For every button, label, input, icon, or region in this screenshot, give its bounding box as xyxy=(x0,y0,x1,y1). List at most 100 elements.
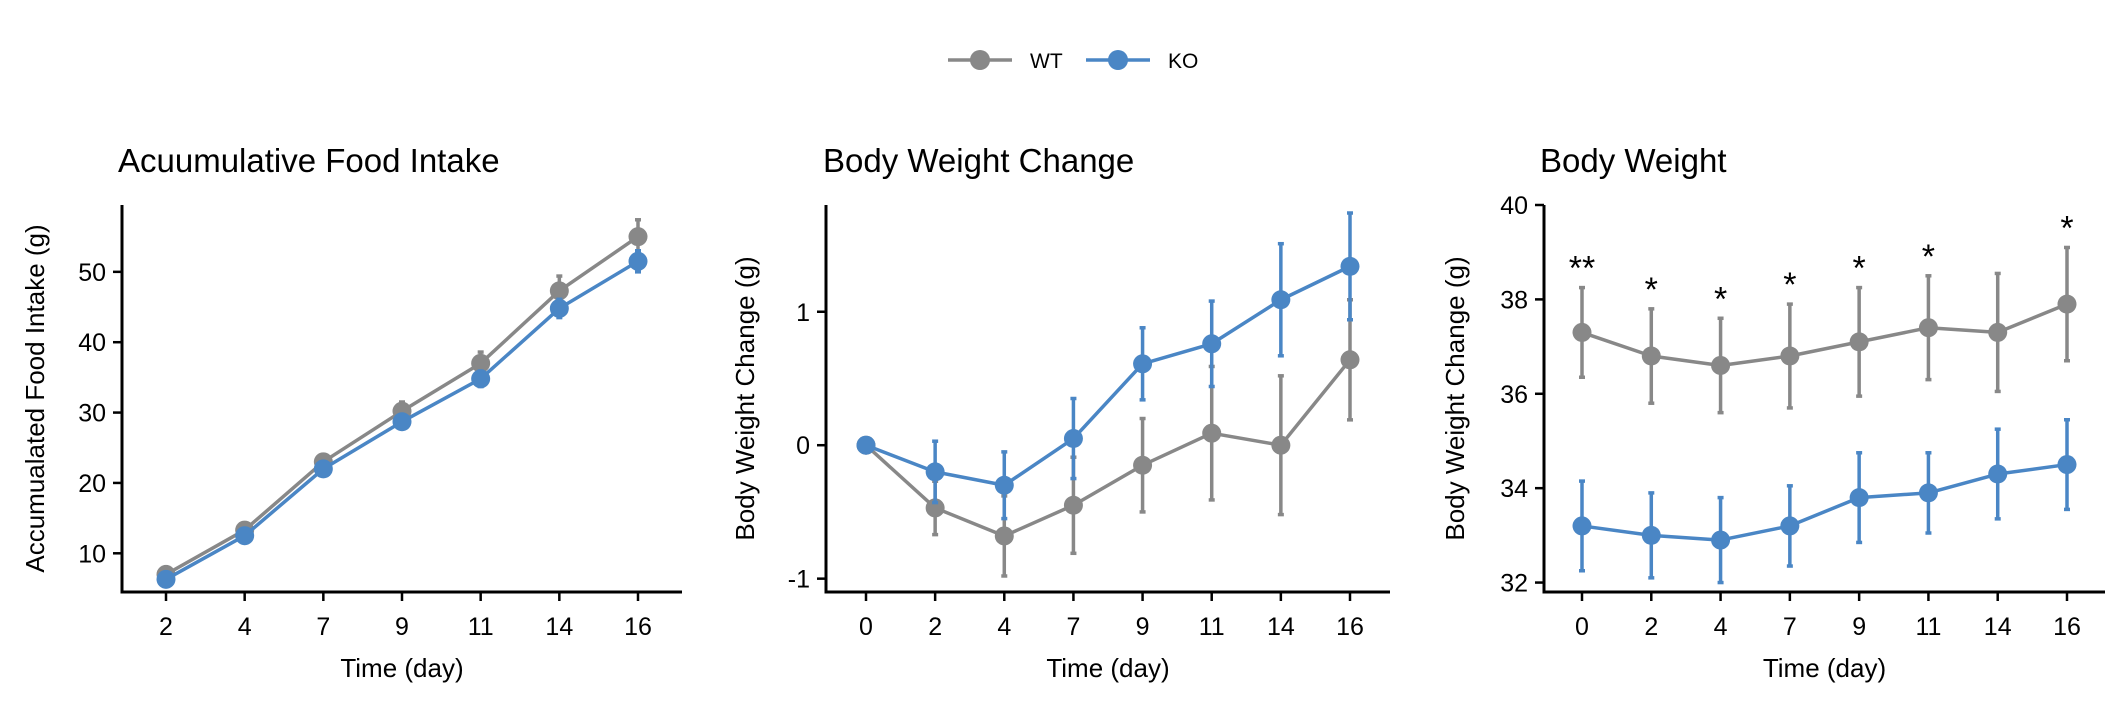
series-line xyxy=(1581,302,2068,368)
data-point xyxy=(1641,525,1661,545)
y-tick-label: 0 xyxy=(796,432,810,460)
data-point xyxy=(549,298,569,318)
x-tick-label: 9 xyxy=(1852,613,1866,641)
legend-entry-ko: KO xyxy=(1086,50,1198,73)
x-tick-label: 7 xyxy=(1783,613,1797,641)
y-tick-label: 20 xyxy=(78,470,106,498)
panel-3: Body Weight 32 34 36 38 40 0 2 4 7 9 11 14 16 Time (da… xyxy=(1440,142,2105,683)
series-ko xyxy=(1572,417,2077,585)
significance-label: * xyxy=(1783,266,1796,304)
x-tick-label: 0 xyxy=(859,613,873,641)
series-line xyxy=(1581,462,2068,542)
data-point xyxy=(1918,318,1938,338)
legend-marker xyxy=(1108,50,1128,70)
y-axis-title: Body Weight Change (g) xyxy=(730,256,760,540)
data-point xyxy=(628,227,648,247)
x-tick-label: 4 xyxy=(238,613,252,641)
significance-label: ** xyxy=(1569,250,1595,288)
data-point xyxy=(1849,488,1869,508)
x-tick-label: 2 xyxy=(1644,613,1658,641)
x-tick-label: 0 xyxy=(1575,613,1589,641)
y-tick-label: 30 xyxy=(78,400,106,428)
y-tick-label: 40 xyxy=(78,329,106,357)
y-tick-label: 50 xyxy=(78,259,106,287)
series-wt xyxy=(156,218,648,584)
data-point xyxy=(994,475,1014,495)
data-point xyxy=(1271,435,1291,455)
panel-1: Acuumulative Food Intake 10 20 30 40 50 2 4 7 9 11… xyxy=(20,142,682,683)
data-point xyxy=(1918,483,1938,503)
panel-title: Acuumulative Food Intake xyxy=(118,142,500,179)
y-tick-label: 38 xyxy=(1500,286,1528,314)
data-point xyxy=(392,412,412,432)
x-tick-label: 2 xyxy=(928,613,942,641)
x-tick-label: 11 xyxy=(1199,613,1225,641)
data-point xyxy=(313,459,333,479)
series-ko xyxy=(156,248,648,589)
data-point xyxy=(1063,429,1083,449)
data-point xyxy=(1988,322,2008,342)
x-tick-label: 4 xyxy=(997,613,1011,641)
significance-label: * xyxy=(1853,250,1866,288)
data-point xyxy=(1711,530,1731,550)
x-tick-label: 16 xyxy=(1336,613,1364,641)
y-tick-label: 34 xyxy=(1500,475,1528,503)
x-tick-label: 14 xyxy=(1984,613,2012,641)
x-tick-label: 11 xyxy=(468,613,494,641)
x-tick-label: 16 xyxy=(2053,613,2081,641)
y-tick-label: -1 xyxy=(788,566,810,594)
data-point xyxy=(925,498,945,518)
y-axis-title: Accumualated Food Intake (g) xyxy=(20,224,50,572)
data-point xyxy=(1340,350,1360,370)
data-point xyxy=(471,353,491,373)
panel-title: Body Weight xyxy=(1540,142,1727,179)
x-tick-label: 7 xyxy=(1066,613,1080,641)
data-point xyxy=(1271,290,1291,310)
panel-2: Body Weight Change -1 0 1 0 2 4 7 9 11 14 16 Time (d… xyxy=(730,142,1390,683)
data-point xyxy=(925,462,945,482)
series-line xyxy=(864,358,1352,538)
x-axis-title: Time (day) xyxy=(340,653,463,683)
data-point xyxy=(1711,355,1731,375)
x-tick-label: 11 xyxy=(1915,613,1941,641)
legend-label: WT xyxy=(1030,50,1063,73)
data-point xyxy=(856,435,876,455)
data-point xyxy=(2057,455,2077,475)
data-point xyxy=(156,569,176,589)
data-point xyxy=(1202,423,1222,443)
y-tick-label: 32 xyxy=(1500,570,1528,598)
x-tick-label: 9 xyxy=(1136,613,1150,641)
x-tick-label: 14 xyxy=(545,613,573,641)
series-ko xyxy=(856,211,1360,521)
data-point xyxy=(628,251,648,271)
y-tick-label: 40 xyxy=(1500,192,1528,220)
x-tick-label: 14 xyxy=(1267,613,1295,641)
x-tick-label: 7 xyxy=(316,613,330,641)
data-point xyxy=(1202,334,1222,354)
significance-label: * xyxy=(1922,238,1935,276)
legend-label: KO xyxy=(1168,50,1198,73)
series-wt xyxy=(856,297,1360,578)
y-axis-title: Body Weight Change (g) xyxy=(1440,256,1470,540)
series-wt xyxy=(1572,245,2077,415)
legend-entry-wt: WT xyxy=(948,50,1063,73)
y-tick-label: 36 xyxy=(1500,381,1528,409)
data-point xyxy=(1572,322,1592,342)
significance-label: * xyxy=(1645,271,1658,309)
legend-marker xyxy=(970,50,990,70)
data-point xyxy=(1572,516,1592,536)
series-line xyxy=(865,264,1351,487)
x-tick-label: 2 xyxy=(159,613,173,641)
legend: WT KO xyxy=(948,50,1198,73)
data-point xyxy=(1988,464,2008,484)
data-point xyxy=(549,281,569,301)
data-point xyxy=(1063,495,1083,515)
x-tick-label: 16 xyxy=(624,613,652,641)
y-tick-label: 10 xyxy=(78,540,106,568)
data-point xyxy=(1780,346,1800,366)
x-tick-label: 9 xyxy=(395,613,409,641)
x-axis-title: Time (day) xyxy=(1763,653,1886,683)
